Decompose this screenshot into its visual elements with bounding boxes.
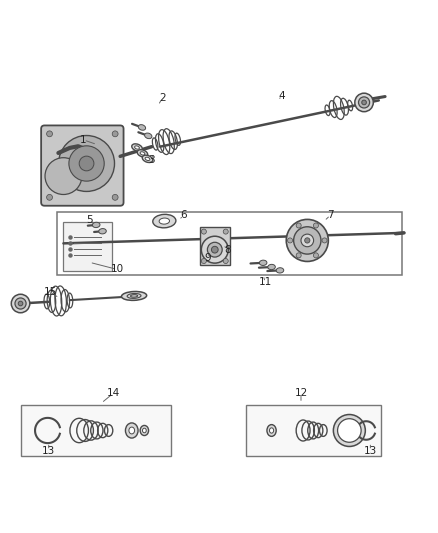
- Ellipse shape: [142, 428, 146, 433]
- Ellipse shape: [129, 427, 134, 434]
- Text: 7: 7: [327, 210, 334, 220]
- Ellipse shape: [121, 292, 147, 301]
- Circle shape: [15, 298, 26, 309]
- Ellipse shape: [259, 260, 267, 265]
- Text: 2: 2: [159, 93, 166, 103]
- Circle shape: [287, 238, 293, 243]
- Text: 5: 5: [87, 215, 93, 225]
- Circle shape: [18, 301, 23, 306]
- Circle shape: [69, 146, 104, 181]
- Ellipse shape: [267, 425, 276, 437]
- Ellipse shape: [305, 238, 310, 243]
- Bar: [57, 212, 402, 275]
- Ellipse shape: [159, 218, 170, 224]
- Circle shape: [338, 419, 361, 442]
- Ellipse shape: [138, 125, 145, 130]
- Ellipse shape: [145, 133, 152, 139]
- Ellipse shape: [145, 157, 150, 160]
- Ellipse shape: [153, 214, 176, 228]
- Ellipse shape: [269, 428, 274, 433]
- Ellipse shape: [140, 425, 148, 435]
- Circle shape: [362, 100, 366, 105]
- Circle shape: [11, 294, 30, 313]
- Ellipse shape: [301, 234, 314, 247]
- Circle shape: [296, 253, 301, 258]
- Ellipse shape: [140, 152, 145, 155]
- Text: 9: 9: [205, 253, 211, 263]
- Text: 4: 4: [279, 91, 286, 101]
- Circle shape: [355, 93, 373, 112]
- Circle shape: [46, 195, 53, 200]
- FancyBboxPatch shape: [41, 125, 124, 206]
- Text: 14: 14: [106, 389, 120, 399]
- Text: 11: 11: [258, 278, 272, 287]
- Text: 3: 3: [148, 155, 155, 165]
- Circle shape: [322, 238, 327, 243]
- Circle shape: [201, 236, 228, 263]
- Text: 15: 15: [43, 287, 57, 297]
- Circle shape: [45, 158, 82, 195]
- Ellipse shape: [142, 155, 153, 163]
- Bar: [64, 222, 112, 271]
- Ellipse shape: [286, 220, 328, 262]
- Ellipse shape: [137, 150, 148, 157]
- Ellipse shape: [92, 222, 100, 228]
- Text: 6: 6: [180, 210, 187, 220]
- Ellipse shape: [125, 423, 138, 438]
- Circle shape: [314, 253, 318, 258]
- Circle shape: [208, 243, 222, 257]
- Circle shape: [112, 195, 118, 200]
- Ellipse shape: [99, 229, 106, 234]
- Bar: [21, 405, 171, 456]
- Ellipse shape: [134, 146, 139, 149]
- Circle shape: [359, 97, 370, 108]
- Bar: [200, 228, 230, 265]
- Ellipse shape: [276, 268, 284, 273]
- Circle shape: [223, 229, 228, 234]
- Text: 13: 13: [364, 446, 377, 456]
- Circle shape: [201, 259, 206, 263]
- Text: 1: 1: [80, 135, 87, 145]
- Circle shape: [79, 156, 94, 171]
- Text: 8: 8: [224, 245, 231, 255]
- Circle shape: [314, 223, 318, 228]
- Circle shape: [296, 223, 301, 228]
- Circle shape: [112, 131, 118, 137]
- Circle shape: [46, 131, 53, 137]
- Circle shape: [59, 135, 114, 191]
- Ellipse shape: [293, 227, 321, 254]
- Circle shape: [223, 259, 228, 263]
- Circle shape: [333, 415, 365, 447]
- Text: 13: 13: [42, 446, 55, 456]
- Circle shape: [201, 229, 206, 234]
- Text: 10: 10: [111, 264, 124, 274]
- Ellipse shape: [268, 264, 276, 270]
- Bar: [246, 405, 381, 456]
- Ellipse shape: [132, 144, 142, 151]
- Circle shape: [212, 246, 218, 253]
- Text: 12: 12: [294, 389, 307, 399]
